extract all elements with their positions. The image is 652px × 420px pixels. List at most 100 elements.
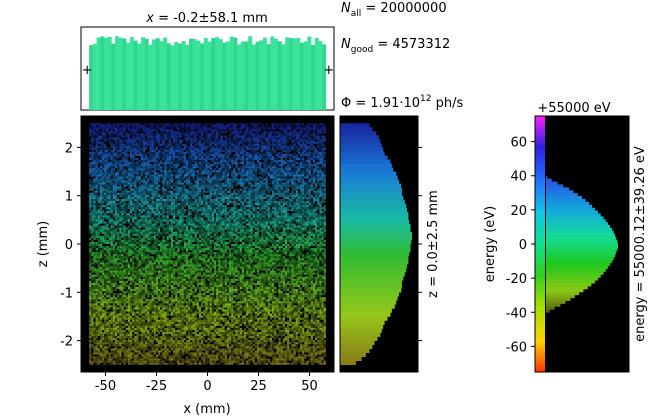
beam-pixel (297, 186, 301, 189)
beam-pixel (149, 137, 152, 140)
beam-pixel (248, 217, 251, 220)
beam-pixel (289, 149, 292, 152)
beam-pixel (173, 135, 176, 138)
beam-pixel (287, 219, 290, 222)
beam-pixel (218, 209, 221, 212)
beam-pixel (222, 176, 225, 179)
beam-pixel (319, 192, 322, 195)
beam-pixel (185, 145, 189, 148)
beam-pixel (185, 123, 189, 126)
beam-pixel (183, 135, 186, 138)
beam-pixel (106, 201, 109, 204)
beam-pixel (95, 223, 98, 226)
beam-pixel (263, 188, 266, 191)
beam-pixel (254, 164, 257, 167)
beam-pixel (306, 123, 309, 126)
beam-pixel (256, 168, 260, 171)
beam-pixel (293, 196, 296, 199)
beam-pixel (112, 174, 115, 177)
beam-pixel (151, 153, 154, 156)
beam-pixel (293, 168, 296, 171)
beam-pixel (147, 225, 150, 228)
beam-pixel (151, 184, 154, 187)
beam-pixel (119, 149, 122, 152)
beam-pixel (306, 192, 309, 195)
beam-pixel (183, 153, 186, 156)
beam-pixel (269, 170, 273, 173)
beam-pixel (284, 186, 288, 189)
beam-pixel (213, 129, 217, 132)
beam-pixel (164, 184, 167, 187)
beam-pixel (237, 221, 240, 224)
beam-pixel (132, 139, 135, 142)
beam-pixel (259, 143, 262, 146)
beam-pixel (256, 196, 260, 199)
beam-pixel (304, 143, 307, 146)
beam-pixel (304, 184, 307, 187)
x-hist-bar (148, 44, 153, 111)
beam-pixel (213, 205, 217, 208)
beam-pixel (282, 219, 285, 222)
beam-pixel (291, 209, 294, 212)
beam-pixel (244, 158, 247, 161)
beam-pixel (216, 147, 219, 150)
beam-pixel (108, 198, 111, 202)
beam-pixel (220, 211, 223, 214)
beam-pixel (145, 172, 148, 175)
beam-pixel (250, 162, 253, 165)
beam-pixel (166, 162, 169, 165)
beam-pixel (153, 158, 156, 161)
beam-pixel (302, 170, 305, 173)
beam-pixel (304, 209, 307, 212)
beam-pixel (89, 211, 92, 214)
beam-pixel (196, 123, 199, 126)
beam-pixel (123, 123, 126, 126)
beam-pixel (175, 211, 178, 214)
beam-pixel (267, 205, 270, 208)
beam-pixel (179, 160, 182, 163)
beam-pixel (297, 207, 301, 210)
beam-pixel (308, 137, 311, 140)
beam-pixel (95, 176, 98, 179)
beam-pixel (315, 123, 318, 126)
beam-pixel (190, 129, 193, 132)
beam-pixel (175, 184, 178, 187)
beam-pixel (302, 180, 305, 183)
beam-pixel (220, 137, 223, 140)
beam-pixel (265, 127, 268, 130)
beam-pixel (289, 203, 292, 206)
beam-pixel (235, 182, 238, 185)
beam-pixel (237, 133, 240, 136)
beam-pixel (233, 125, 236, 128)
beam-pixel (218, 180, 221, 183)
beam-pixel (278, 211, 281, 214)
beam-pixel (166, 203, 169, 206)
beam-pixel (248, 164, 251, 167)
beam-pixel (147, 207, 150, 210)
beam-pixel (220, 164, 223, 167)
beam-pixel (308, 125, 311, 128)
beam-pixel (194, 153, 197, 156)
beam-pixel (183, 184, 186, 187)
beam-pixel (274, 184, 277, 187)
beam-pixel (233, 172, 236, 175)
beam-pixel (317, 223, 320, 226)
beam-pixel (226, 153, 230, 156)
beam-pixel (194, 166, 197, 169)
beam-pixel (201, 137, 204, 140)
beam-pixel (190, 153, 193, 156)
beam-pixel (134, 188, 137, 191)
beam-pixel (302, 186, 305, 189)
beam-pixel (282, 182, 285, 185)
beam-pixel (168, 143, 171, 146)
beam-pixel (220, 174, 223, 177)
beam-pixel (106, 172, 109, 175)
beam-pixel (95, 209, 98, 212)
beam-pixel (117, 209, 120, 212)
beam-pixel (121, 155, 124, 159)
beam-pixel (147, 170, 150, 173)
beam-pixel (276, 213, 279, 216)
beam-pixel (125, 153, 128, 156)
beam-pixel (263, 172, 266, 175)
beam-pixel (218, 149, 221, 152)
